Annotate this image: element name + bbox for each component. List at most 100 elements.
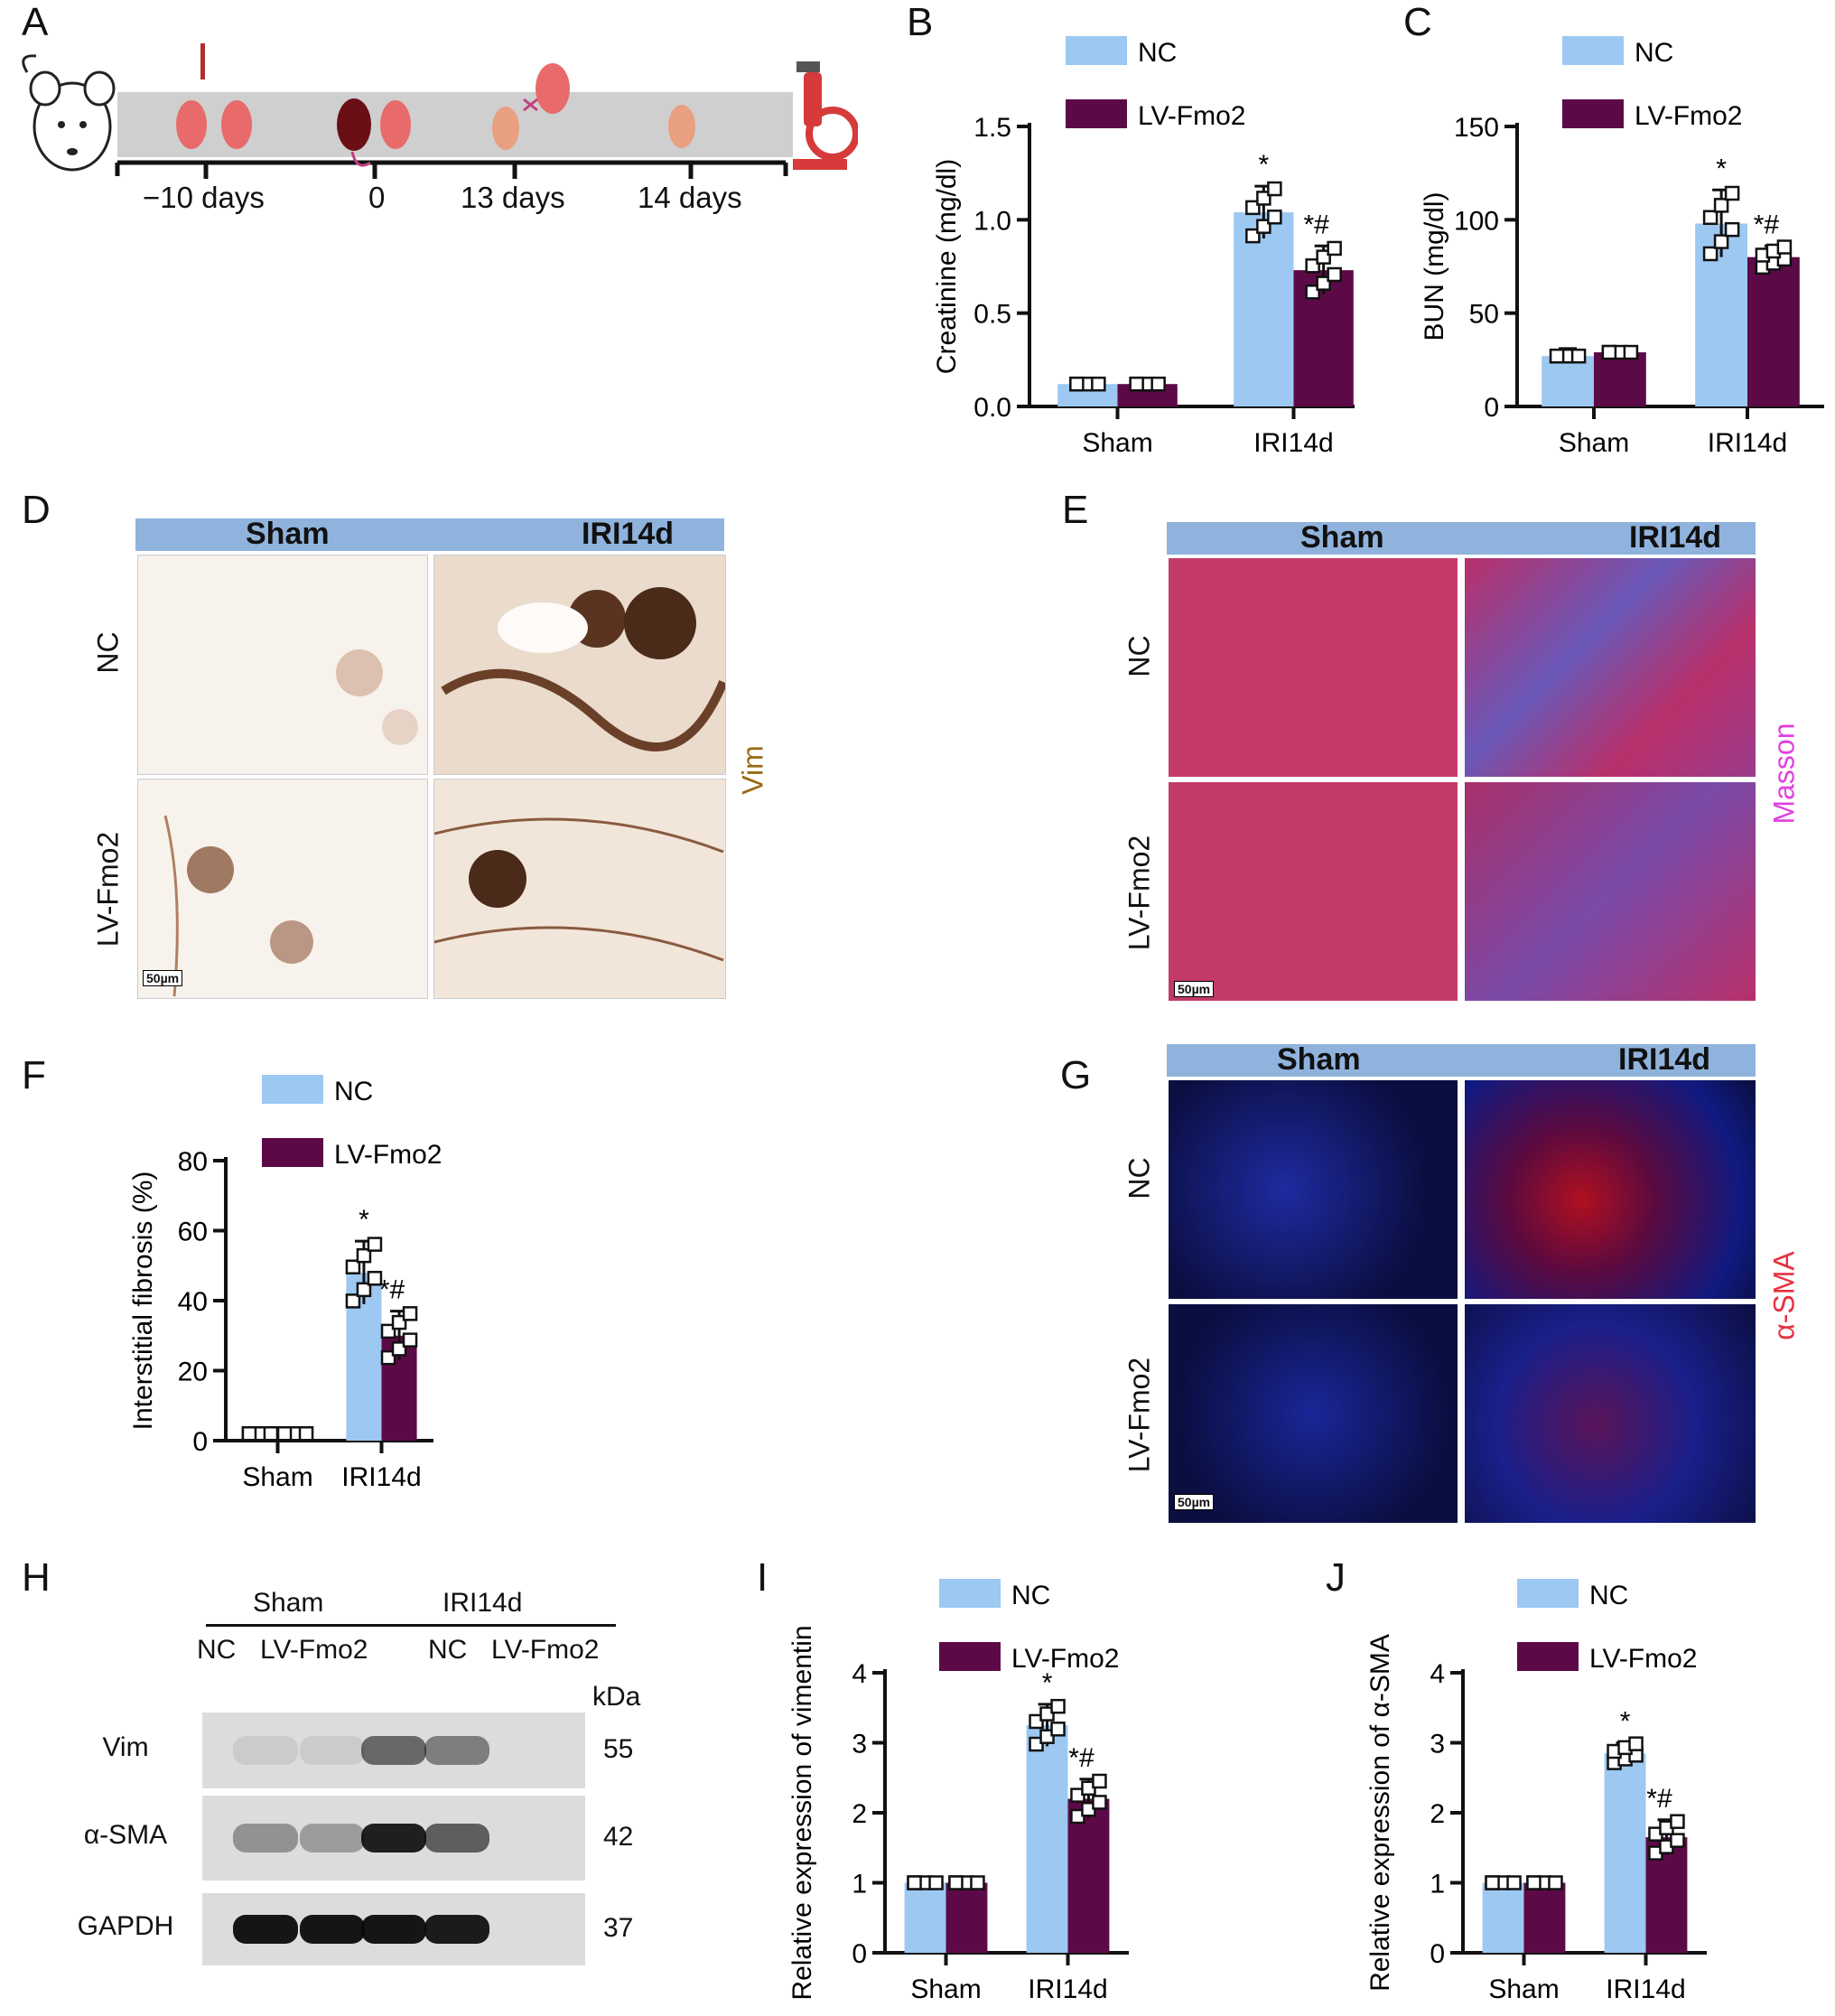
blot-membrane (202, 1796, 585, 1881)
data-point (1327, 266, 1342, 283)
histology-panel-sma: Sham IRI14d 50µm NC LV-Fmo2 α-SMA (1123, 1042, 1801, 1523)
panel-label-i: I (757, 1555, 768, 1600)
column-label-iri14d: IRI14d (582, 517, 675, 551)
y-tick-label: 4 (852, 1659, 867, 1689)
data-point (356, 1282, 372, 1298)
y-tick-label: 0.5 (973, 300, 1011, 330)
data-point (1776, 239, 1793, 255)
legend-label-nc: NC (1635, 38, 1673, 68)
bar-nc (904, 1882, 946, 1953)
significance-mark: *# (379, 1275, 405, 1305)
y-tick-label: 0 (1484, 393, 1499, 423)
data-point (367, 1271, 383, 1286)
panel-label-g: G (1060, 1053, 1092, 1097)
lane-label: LV-Fmo2 (491, 1635, 600, 1665)
y-tick-label: 20 (178, 1358, 208, 1387)
data-point (1316, 275, 1331, 291)
data-point (907, 1875, 922, 1890)
timeline-label-1: 0 (368, 181, 386, 214)
significance-mark: * (359, 1205, 369, 1235)
blot-band (300, 1824, 365, 1853)
blot-band (361, 1736, 426, 1765)
blot-row: α-SMA 42 (54, 1796, 668, 1881)
header-bar (135, 518, 724, 551)
data-point (1713, 198, 1729, 213)
data-point (1724, 221, 1740, 238)
y-tick-label: 2 (1430, 1799, 1445, 1829)
panel-label-d: D (22, 488, 51, 532)
data-point (1628, 1736, 1644, 1751)
chart-fibrosis: NC LV-Fmo2 0 20 40 60 80 Interstitial fibrosis … (128, 1075, 442, 1492)
legend-swatch-lv-fmo2 (1066, 99, 1127, 128)
nephrectomy-icon (492, 63, 570, 150)
blot-protein-label: Vim (102, 1732, 149, 1762)
header-bar (1167, 1044, 1756, 1077)
bar-lv-fmo2 (1747, 257, 1800, 406)
legend-label-lv-fmo2: LV-Fmo2 (1589, 1644, 1698, 1674)
data-point (1050, 1722, 1066, 1737)
data-point (1713, 234, 1729, 249)
data-point (1526, 1875, 1542, 1890)
microscope-icon (793, 61, 860, 170)
x-tick-label: IRI14d (1708, 428, 1787, 458)
data-point (380, 1349, 396, 1366)
panel-label-b: B (907, 0, 934, 44)
micrograph-vim-sham-lv (137, 779, 428, 999)
blot-membrane (202, 1713, 585, 1788)
y-tick-label: 100 (1454, 206, 1499, 236)
mouse-icon (22, 54, 116, 172)
header-bar (1167, 522, 1756, 555)
significance-mark: *# (1754, 210, 1780, 239)
micrograph-masson-iri-nc (1465, 558, 1756, 777)
legend-swatch-lv-fmo2 (1517, 1642, 1579, 1671)
legend-label-lv-fmo2: LV-Fmo2 (334, 1140, 442, 1170)
legend-label-lv-fmo2: LV-Fmo2 (1138, 101, 1246, 131)
significance-mark: * (1716, 154, 1727, 183)
data-point (1029, 1736, 1044, 1752)
data-point (948, 1875, 964, 1890)
legend-label-lv-fmo2: LV-Fmo2 (1635, 101, 1743, 131)
data-point (1267, 210, 1282, 225)
micrograph-masson-iri-lv (1465, 782, 1756, 1001)
data-point (1129, 376, 1144, 392)
data-point (1245, 228, 1261, 244)
data-point (1670, 1833, 1685, 1848)
significance-mark: *# (1646, 1784, 1672, 1814)
y-tick-label: 150 (1454, 113, 1499, 143)
y-tick-label: 80 (178, 1147, 208, 1177)
blot-kda-value: 37 (603, 1913, 634, 1943)
blot-protein-label: α-SMA (83, 1820, 168, 1850)
legend-swatch-lv-fmo2 (939, 1642, 1001, 1671)
data-point (263, 1426, 279, 1442)
legend-label-nc: NC (1011, 1581, 1050, 1610)
column-label-iri14d: IRI14d (1629, 520, 1722, 555)
data-point (970, 1875, 985, 1890)
bar-nc (1604, 1753, 1646, 1953)
data-point (1549, 348, 1565, 364)
data-point (1029, 1713, 1044, 1730)
blot-band (233, 1915, 298, 1944)
data-point (1256, 191, 1271, 206)
y-axis-label: Relative expression of α-SMA (1365, 1634, 1395, 1992)
group-label-iri14d: IRI14d (442, 1588, 523, 1618)
data-point (1305, 285, 1320, 300)
legend-swatch-nc (939, 1579, 1001, 1608)
row-label-nc: NC (91, 631, 125, 674)
histology-panel-vim: Sham IRI14d 50µm NC LV-Fmo2 Vim (92, 517, 769, 999)
chart-bun: NC LV-Fmo2 0 50 100 150 BUN (mg/dl) Sham IRI14d *… (1420, 36, 1824, 458)
x-tick-label: IRI14d (1028, 1974, 1107, 2004)
group-line-iri14d (423, 1624, 616, 1627)
y-tick-label: 0.0 (973, 393, 1011, 423)
y-tick-label: 3 (1430, 1730, 1445, 1759)
column-label-iri14d: IRI14d (1618, 1042, 1711, 1077)
lane-label: NC (428, 1635, 468, 1665)
blot-protein-label: GAPDH (77, 1911, 174, 1941)
blot-kda-value: 55 (603, 1734, 634, 1764)
blot-band (424, 1824, 489, 1853)
panel-label-a: A (22, 0, 49, 44)
timeline-panel: −10 days 0 13 days 14 days (9, 36, 860, 235)
y-tick-label: 0 (192, 1427, 208, 1457)
panel-label-j: J (1326, 1555, 1346, 1600)
data-point (367, 1237, 383, 1252)
stain-label-masson: Masson (1767, 723, 1801, 825)
